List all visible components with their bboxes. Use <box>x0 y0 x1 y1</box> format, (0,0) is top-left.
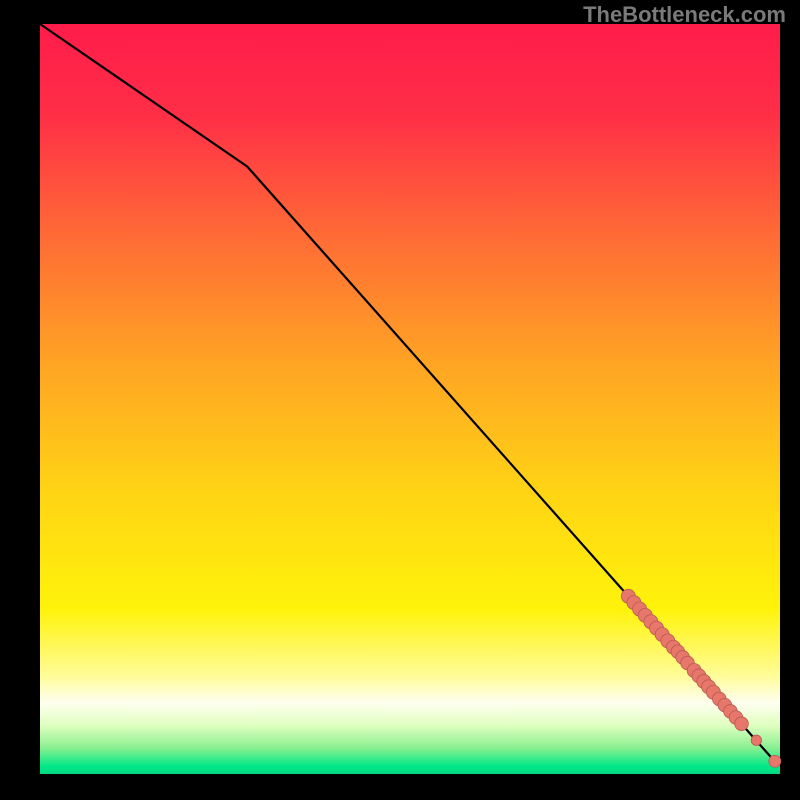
plot-background <box>40 24 780 774</box>
watermark-text: TheBottleneck.com <box>583 2 786 28</box>
data-point <box>769 755 781 767</box>
data-point <box>735 717 749 731</box>
data-point <box>751 735 761 745</box>
chart-container: TheBottleneck.com <box>0 0 800 800</box>
chart-svg <box>0 0 800 800</box>
